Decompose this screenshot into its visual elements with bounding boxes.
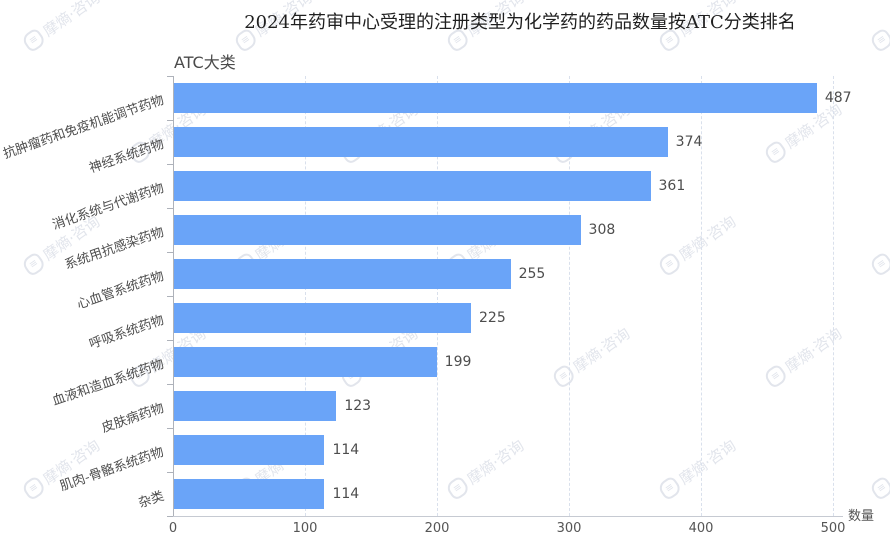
bar-7[interactable] <box>174 347 437 377</box>
category-label: 系统用抗感染药物 <box>62 224 167 273</box>
chart-title: 2024年药审中心受理的注册类型为化学药的药品数量按ATC分类排名 <box>244 12 796 33</box>
bar-value-label: 374 <box>675 134 703 150</box>
bar-value-label: 114 <box>332 442 360 458</box>
bar-10[interactable] <box>174 479 325 509</box>
bar-value-label: 225 <box>479 310 506 326</box>
y-axis-tick <box>167 120 173 121</box>
x-tick-label-400: 400 <box>688 521 714 536</box>
y-axis-tick <box>167 516 173 517</box>
gridline-400 <box>701 76 702 516</box>
bar-value-label: 308 <box>588 222 616 238</box>
bar-value-label: 199 <box>444 354 472 370</box>
bar-4[interactable] <box>174 215 581 245</box>
y-axis-line <box>173 76 174 516</box>
y-axis-tick <box>167 384 173 385</box>
category-label: 呼吸系统药物 <box>87 312 167 353</box>
y-axis-tick <box>167 252 173 253</box>
category-label: 神经系统药物 <box>87 136 167 177</box>
bar-value-label: 123 <box>344 398 372 414</box>
gridline-300 <box>569 76 570 516</box>
x-tick-label-0: 0 <box>168 521 178 536</box>
y-axis-tick <box>167 340 173 341</box>
y-axis-title: ATC大类 <box>174 53 236 72</box>
gridline-500 <box>833 76 834 516</box>
y-axis-tick <box>167 428 173 429</box>
y-axis-tick <box>167 76 173 77</box>
bar-1[interactable] <box>174 83 817 113</box>
category-label: 皮肤病药物 <box>99 400 167 437</box>
gridline-200 <box>437 76 438 516</box>
x-tick-label-300: 300 <box>556 521 582 536</box>
x-tick-label-500: 500 <box>820 521 846 536</box>
bar-5[interactable] <box>174 259 511 289</box>
category-label: 杂类 <box>136 488 167 512</box>
x-axis-title: 数量 <box>848 509 875 524</box>
bar-8[interactable] <box>174 391 337 421</box>
x-tick-label-200: 200 <box>424 521 450 536</box>
category-label: 肌肉-骨骼系统药物 <box>58 444 167 495</box>
bar-value-label: 487 <box>824 90 852 106</box>
y-axis-tick <box>167 296 173 297</box>
bar-value-label: 361 <box>658 178 686 194</box>
y-axis-tick <box>167 208 173 209</box>
y-axis-tick <box>167 164 173 165</box>
category-label: 心血管系统药物 <box>75 268 167 313</box>
bar-3[interactable] <box>174 171 651 201</box>
bar-6[interactable] <box>174 303 471 333</box>
x-tick-label-100: 100 <box>292 521 318 536</box>
bar-2[interactable] <box>174 127 668 157</box>
y-axis-tick <box>167 472 173 473</box>
bar-value-label: 114 <box>332 486 360 502</box>
bar-9[interactable] <box>174 435 325 465</box>
x-axis-line <box>173 516 843 517</box>
bar-value-label: 255 <box>518 266 546 282</box>
gridline-100 <box>305 76 306 516</box>
